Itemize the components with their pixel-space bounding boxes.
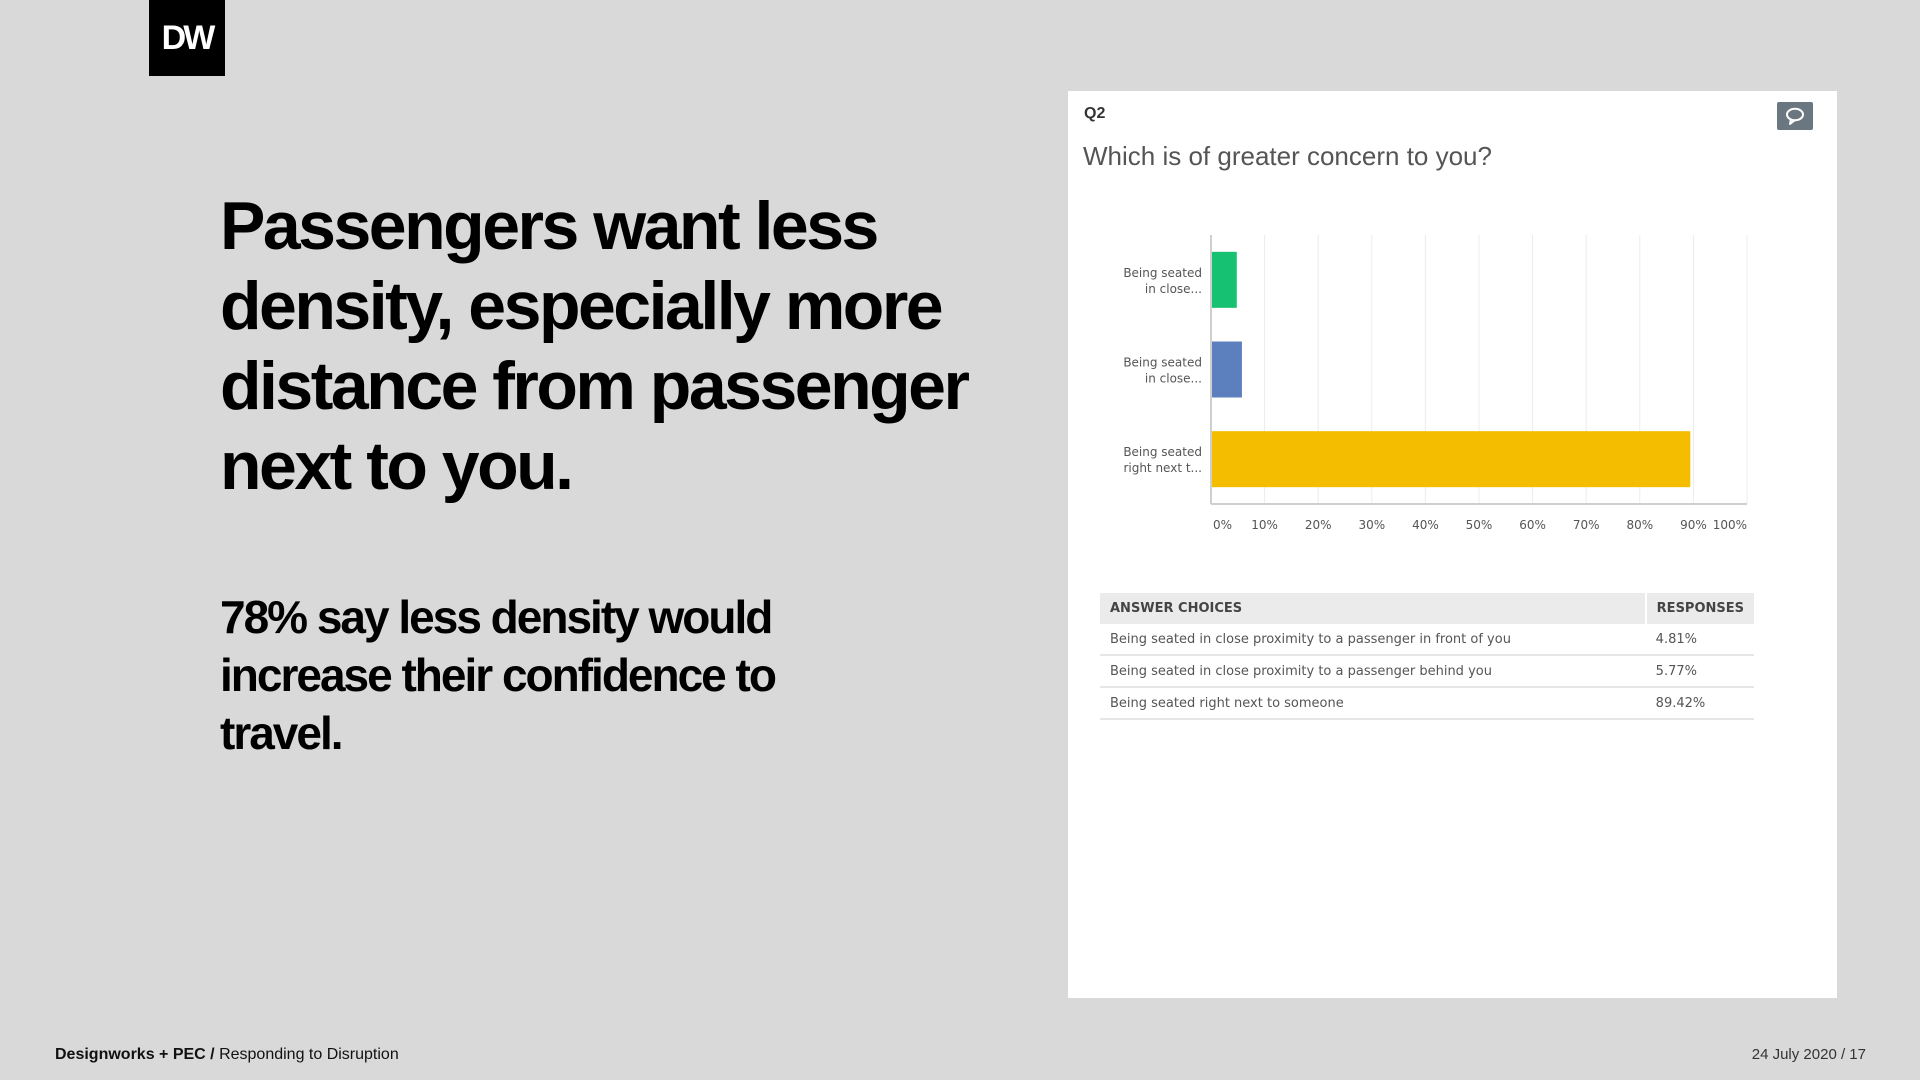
answer-choices-header: ANSWER CHOICES (1100, 593, 1646, 624)
question-number: Q2 (1084, 105, 1106, 122)
response-cell: 89.42% (1645, 687, 1754, 720)
footer-date-page: 24 July 2020 / 17 (1751, 1046, 1866, 1063)
slide-headline: Passengers want less density, especially… (220, 188, 970, 504)
x-tick-label: 100% (1713, 518, 1747, 532)
question-title: Which is of greater concern to you? (1083, 141, 1492, 171)
footer-section: Responding to Disruption (219, 1046, 399, 1063)
category-label: in close... (1145, 282, 1202, 296)
answer-choice-cell: Being seated in close proximity to a pas… (1100, 624, 1646, 656)
answer-choice-cell: Being seated in close proximity to a pas… (1100, 655, 1646, 688)
x-tick-label: 90% (1680, 518, 1707, 532)
x-tick-label: 0% (1213, 518, 1232, 532)
x-tick-label: 30% (1358, 518, 1385, 532)
x-tick-label: 80% (1626, 518, 1653, 532)
x-tick-label: 60% (1519, 518, 1546, 532)
x-tick-label: 20% (1305, 518, 1332, 532)
bar (1212, 341, 1242, 398)
footer-brand: Designworks + PEC / (55, 1046, 215, 1063)
responses-table: ANSWER CHOICES RESPONSES Being seated in… (1100, 593, 1754, 720)
category-label: Being seated (1123, 445, 1202, 459)
table-row: Being seated in close proximity to a pas… (1100, 624, 1754, 656)
category-label: Being seated (1123, 266, 1202, 280)
bar (1212, 251, 1237, 308)
dw-logo: DW (149, 0, 225, 76)
x-tick-label: 10% (1251, 518, 1278, 532)
x-tick-label: 70% (1573, 518, 1600, 532)
comment-button[interactable] (1777, 102, 1813, 130)
response-cell: 5.77% (1645, 655, 1754, 688)
x-tick-label: 50% (1466, 518, 1493, 532)
answer-choice-cell: Being seated right next to someone (1100, 687, 1646, 720)
category-label: in close... (1145, 372, 1202, 386)
category-label: right next t... (1123, 461, 1202, 475)
category-label: Being seated (1123, 356, 1202, 370)
survey-panel: Q2 Which is of greater concern to you? B… (1068, 91, 1837, 998)
table-row: Being seated in close proximity to a pas… (1100, 655, 1754, 688)
bar (1212, 431, 1691, 488)
responses-header: RESPONSES (1644, 593, 1754, 624)
footer-credit: Designworks + PEC / Responding to Disrup… (55, 1046, 399, 1064)
x-tick-label: 40% (1412, 518, 1439, 532)
slide-subline: 78% say less density would increase thei… (220, 591, 777, 759)
speech-bubble-icon (1786, 107, 1804, 125)
bar-chart: Being seated in close... Being seated in cl… (1123, 235, 1748, 532)
table-row: Being seated right next to someone 89.42… (1100, 687, 1754, 720)
response-cell: 4.81% (1645, 624, 1754, 656)
